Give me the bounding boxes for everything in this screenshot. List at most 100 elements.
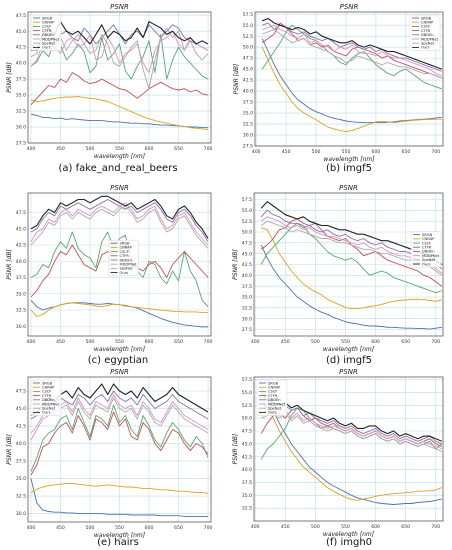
- series-line-srgb: [260, 387, 442, 505]
- x-tick-label: 650: [401, 339, 410, 345]
- legend-entry: CNN4P: [42, 21, 55, 25]
- legend-entry: SRGB: [120, 241, 131, 245]
- x-tick-label: 550: [341, 524, 350, 530]
- y-tick-label: 40.0: [242, 467, 252, 473]
- x-tick-label: 600: [145, 525, 154, 531]
- x-axis-label: wavelength [nm]: [94, 346, 146, 353]
- legend-entry: CNN4P: [422, 237, 435, 241]
- x-tick-label: 550: [115, 525, 124, 531]
- y-tick-label: 40.0: [16, 441, 26, 447]
- y-tick-label: 37.5: [16, 275, 26, 281]
- series-line-ctfr: [261, 22, 442, 79]
- y-tick-label: 40.0: [242, 273, 252, 279]
- x-tick-label: 650: [174, 339, 183, 345]
- y-tick-label: 42.5: [16, 424, 26, 430]
- legend-entry: CSCF: [42, 390, 51, 394]
- panel-caption: (b) imgf5: [326, 163, 372, 174]
- legend-entry: CTFR: [42, 394, 52, 398]
- legend-entry: SRGB: [268, 381, 279, 385]
- y-tick-label: 55.0: [243, 23, 253, 29]
- y-tick-label: 47.5: [242, 240, 252, 246]
- y-axis-label: PSNR [dB]: [6, 249, 13, 280]
- x-tick-label: 650: [174, 146, 183, 152]
- legend-box: [108, 239, 139, 276]
- x-tick-label: 450: [281, 339, 290, 345]
- legend-entry: CTFR: [268, 394, 278, 398]
- y-tick-label: 32.5: [242, 305, 252, 311]
- x-tick-label: 550: [341, 339, 350, 345]
- x-tick-label: 450: [282, 149, 291, 155]
- x-tick-label: 400: [27, 525, 36, 531]
- y-tick-label: 47.5: [16, 389, 26, 395]
- y-tick-label: 27.5: [16, 141, 26, 147]
- x-tick-label: 400: [251, 524, 260, 530]
- x-axis-label: wavelength [nm]: [323, 531, 375, 538]
- y-tick-label: 30.0: [16, 125, 26, 131]
- series-line-cscf: [261, 24, 442, 90]
- legend-entry: Ours: [421, 46, 430, 50]
- legend-entry: CSCF: [422, 241, 431, 245]
- x-axis-label: wavelength [nm]: [94, 153, 146, 160]
- y-tick-label: 55.0: [242, 390, 252, 396]
- y-tick-label: 45.0: [16, 226, 26, 232]
- legend-entry: DBDEn: [422, 250, 435, 254]
- panel-caption: (c) egyptian: [88, 355, 148, 366]
- series-line-spenet: [262, 29, 442, 79]
- series-line-mddpnet: [30, 202, 209, 246]
- y-tick-label: 42.5: [242, 262, 252, 268]
- panel-caption: (e) hairs: [97, 537, 139, 548]
- legend-entry: SRGB: [421, 16, 432, 20]
- y-tick-label: 32.5: [243, 122, 253, 128]
- y-tick-label: 30.0: [243, 133, 253, 139]
- legend-entry: CNN4P: [268, 386, 281, 390]
- y-tick-label: 32.5: [16, 308, 26, 314]
- y-tick-label: 50.0: [243, 45, 253, 51]
- y-tick-label: 42.5: [243, 78, 253, 84]
- legend-entry: MDDPNet: [42, 37, 60, 41]
- series-line-srgb: [30, 478, 208, 517]
- legend-entry: CNN4P: [120, 246, 133, 250]
- series-line-dbden: [262, 22, 442, 72]
- x-tick-label: 650: [174, 525, 183, 531]
- series-line-mddpnet: [30, 30, 209, 74]
- y-tick-label: 52.5: [242, 403, 252, 409]
- series-line-cscf: [30, 231, 209, 308]
- series-line-spenet: [261, 409, 442, 453]
- x-tick-label: 550: [115, 146, 124, 152]
- axes-frame: [253, 192, 444, 337]
- legend-entry: CSCF: [268, 390, 277, 394]
- y-tick-label: 32.5: [16, 109, 26, 115]
- legend-entry: SRGB: [42, 16, 53, 20]
- x-tick-label: 600: [145, 146, 154, 152]
- legend-entry: MDDPNet: [422, 254, 440, 258]
- chart-title: PSNR: [110, 368, 129, 376]
- y-tick-label: 45.0: [16, 29, 26, 35]
- y-tick-label: 35.0: [16, 93, 26, 99]
- legend-entry: Ours: [42, 411, 51, 415]
- y-tick-label: 42.5: [16, 45, 26, 51]
- legend-entry: DBDEn: [120, 258, 133, 262]
- series-line-ctfr: [30, 72, 209, 106]
- y-tick-label: 52.5: [242, 219, 252, 225]
- y-tick-label: 40.0: [16, 259, 26, 265]
- y-tick-label: 47.5: [243, 56, 253, 62]
- series-line-spenet: [30, 205, 209, 249]
- axes-frame: [27, 192, 212, 337]
- series-line-cnn4p: [30, 483, 209, 494]
- x-tick-label: 500: [86, 525, 95, 531]
- y-axis-label: PSNR [dB]: [232, 249, 239, 280]
- legend-entry: CTFR: [422, 246, 432, 250]
- x-tick-label: 450: [281, 524, 290, 530]
- x-tick-label: 500: [312, 149, 321, 155]
- legend-entry: MDDPNet: [42, 402, 60, 406]
- y-tick-label: 47.5: [16, 210, 26, 216]
- y-tick-label: 27.5: [243, 144, 253, 150]
- legend-entry: CTFR: [42, 29, 52, 33]
- legend-entry: DBDEn: [421, 33, 434, 37]
- chart-panel: 400 450 500 550 600 650 700 32.5 35.0 37.5 40.0 42.…: [232, 368, 444, 548]
- series-line-srgb: [260, 244, 442, 330]
